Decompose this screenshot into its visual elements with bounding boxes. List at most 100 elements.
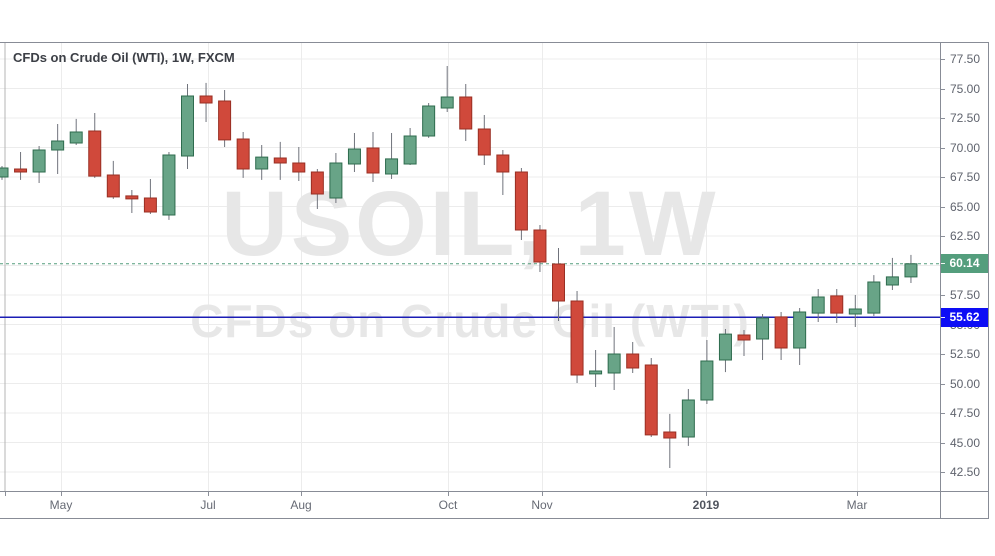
time-tick	[5, 492, 6, 496]
candle-down	[663, 413, 677, 468]
candle-up	[440, 66, 454, 112]
candle-body	[663, 431, 677, 439]
chart-right-border	[988, 42, 989, 519]
candle-body	[589, 370, 603, 375]
candle-up	[681, 389, 695, 446]
candle-up	[756, 314, 770, 360]
candle-body	[811, 296, 825, 314]
price-tick	[941, 442, 945, 444]
time-tick	[542, 492, 543, 496]
candle-body	[718, 333, 732, 361]
price-tick	[941, 413, 945, 414]
candle-body	[737, 334, 751, 341]
price-tick	[941, 472, 945, 473]
candle-body	[51, 140, 65, 151]
candle-body	[607, 353, 621, 374]
candle-down	[774, 312, 788, 360]
candle-body	[273, 157, 287, 164]
candle-body	[255, 156, 269, 170]
candle-down	[737, 330, 751, 356]
candle-up	[255, 145, 269, 180]
time-scale-separator	[0, 491, 989, 492]
plot-area[interactable]: USOIL, 1W CFDs on Crude Oil (WTI)	[0, 42, 940, 491]
time-tick-label: 2019	[692, 498, 720, 512]
candle-down	[514, 168, 528, 240]
price-tick	[941, 383, 945, 385]
candle-body	[477, 128, 491, 156]
candle-down	[533, 225, 547, 272]
chart-legend-title[interactable]: CFDs on Crude Oil (WTI), 1W, FXCM	[13, 50, 235, 65]
price-tick	[941, 88, 945, 90]
candle-down	[88, 113, 102, 178]
candle-up	[793, 308, 807, 365]
time-tick-label: Mar	[846, 498, 868, 512]
time-tick	[208, 492, 209, 496]
price-tick-label: 57.50	[950, 288, 981, 302]
watermark-symbol: USOIL, 1W	[221, 173, 718, 275]
candle-down	[552, 248, 565, 321]
candle-up	[181, 84, 194, 169]
candle-body	[106, 174, 120, 198]
candle-down	[366, 132, 380, 182]
time-scale[interactable]: May Jul Aug Oct Nov 2019 Mar	[0, 492, 989, 518]
candle-body	[514, 171, 528, 231]
price-tick-label: 62.50	[950, 229, 981, 243]
candle-down	[459, 84, 473, 141]
candle-body	[125, 195, 139, 200]
price-tick-label: 50.00	[950, 376, 981, 391]
candle-body	[422, 105, 436, 137]
price-tick-label: 45.00	[950, 435, 981, 450]
candle-body	[88, 130, 102, 177]
current-price-badge: 60.14	[941, 254, 988, 274]
candle-body	[774, 316, 788, 349]
candle-down	[218, 90, 232, 147]
candle-body	[756, 317, 770, 340]
price-tick-label: 75.00	[950, 81, 981, 96]
candle-down	[644, 358, 658, 437]
candle-down	[199, 82, 213, 122]
price-line-badge: 55.62	[941, 307, 988, 327]
candle-down	[143, 179, 157, 214]
candle-down	[106, 160, 120, 199]
candle-up	[329, 153, 343, 203]
time-tick-label: Jul	[200, 498, 216, 512]
candle-body	[14, 168, 28, 173]
candle-body	[830, 295, 844, 314]
candle-up	[403, 128, 417, 165]
time-tick	[61, 492, 62, 496]
time-tick-label: Oct	[438, 498, 458, 512]
time-tick	[448, 492, 449, 496]
candle-body	[292, 162, 306, 173]
candle-body	[143, 197, 157, 213]
price-tick-label: 72.50	[950, 111, 981, 125]
candle-body	[403, 135, 417, 165]
price-tick-label: 65.00	[950, 199, 981, 214]
candle-up	[162, 152, 176, 220]
price-scale-separator	[940, 42, 941, 518]
price-tick-label: 52.50	[950, 347, 981, 361]
candle-up	[607, 327, 621, 390]
candle-up	[69, 118, 83, 145]
candle-body	[440, 96, 454, 109]
candle-down	[236, 132, 250, 178]
price-tick-label: 42.50	[950, 465, 981, 479]
candle-body	[793, 311, 807, 349]
time-tick-label: Nov	[531, 498, 553, 512]
candle-body	[310, 171, 324, 195]
candle-up	[885, 257, 899, 290]
candle-down	[273, 141, 287, 180]
watermark-description: CFDs on Crude Oil (WTI)	[190, 295, 750, 347]
candle-body	[181, 95, 194, 157]
candle-body	[347, 148, 361, 165]
candle-body	[496, 154, 510, 173]
price-scale[interactable]: 60.14 55.62 77.50 75.00 72.50 70.00 67.50 65.…	[941, 42, 988, 491]
candle-body	[848, 308, 862, 315]
candle-up	[347, 133, 361, 172]
candle-up	[867, 275, 881, 316]
candle-body	[459, 96, 473, 130]
time-tick-label: May	[49, 498, 73, 512]
chart-bottom-border	[0, 518, 989, 519]
chart-top-border	[0, 42, 989, 43]
price-tick-label: 70.00	[950, 140, 981, 155]
